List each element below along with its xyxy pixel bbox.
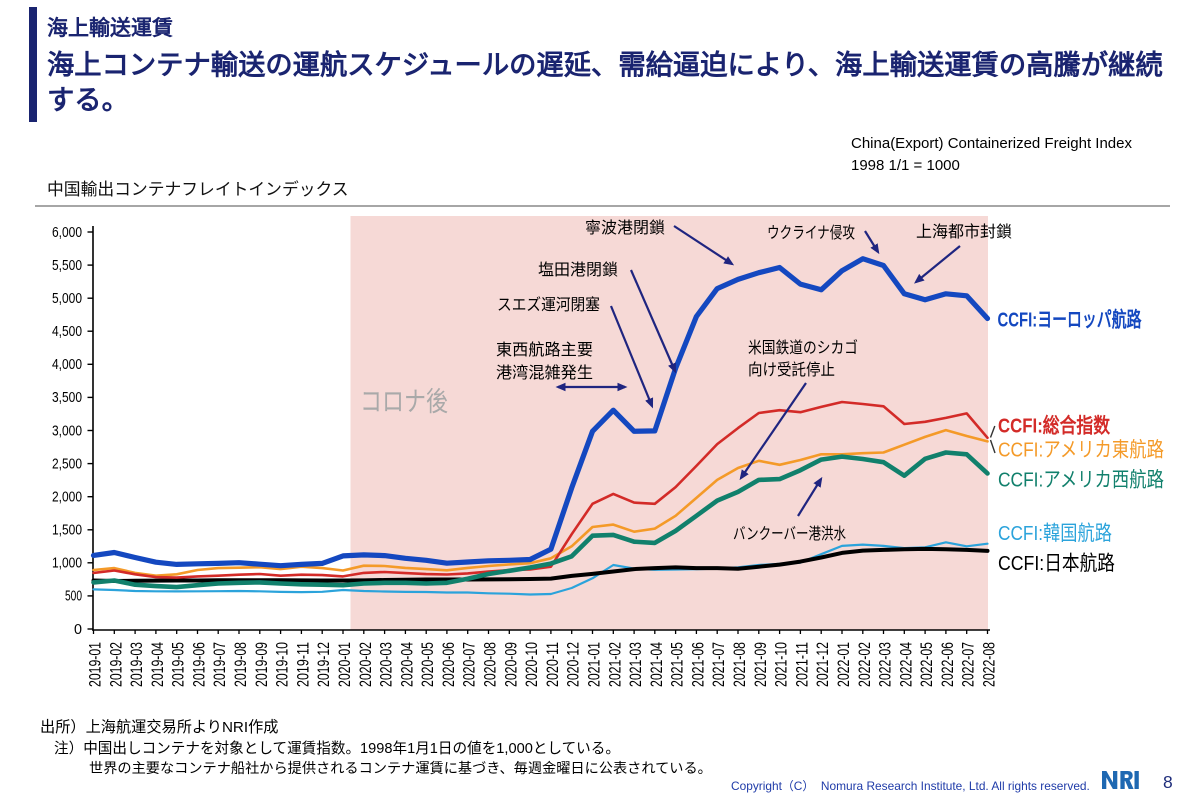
- svg-text:2020-09: 2020-09: [501, 642, 520, 687]
- svg-text:5,000: 5,000: [52, 291, 82, 307]
- svg-text:コロナ後: コロナ後: [360, 387, 448, 417]
- svg-text:2019-10: 2019-10: [273, 642, 292, 687]
- svg-text:塩田港閉鎖: 塩田港閉鎖: [538, 261, 618, 279]
- svg-text:1,000: 1,000: [52, 556, 82, 572]
- svg-text:2020-08: 2020-08: [481, 642, 500, 687]
- svg-text:2020-02: 2020-02: [356, 642, 375, 687]
- svg-text:500: 500: [65, 589, 82, 605]
- svg-text:2019-12: 2019-12: [314, 642, 333, 687]
- svg-text:2021-01: 2021-01: [585, 642, 604, 687]
- svg-text:2021-12: 2021-12: [813, 642, 832, 687]
- svg-text:4,500: 4,500: [52, 324, 82, 340]
- svg-text:2022-02: 2022-02: [855, 642, 874, 687]
- svg-text:2021-08: 2021-08: [730, 642, 749, 687]
- svg-text:2019-09: 2019-09: [252, 642, 271, 687]
- svg-text:2021-05: 2021-05: [668, 642, 687, 687]
- svg-text:2020-07: 2020-07: [460, 642, 479, 687]
- svg-text:2020-06: 2020-06: [439, 642, 458, 687]
- svg-text:2022-01: 2022-01: [834, 642, 853, 687]
- svg-text:2019-05: 2019-05: [169, 642, 188, 687]
- svg-text:2021-04: 2021-04: [647, 642, 666, 687]
- svg-text:上海都市封鎖: 上海都市封鎖: [916, 223, 1012, 241]
- svg-text:2022-04: 2022-04: [896, 642, 915, 687]
- svg-text:東西航路主要: 東西航路主要: [496, 341, 593, 359]
- svg-text:ウクライナ侵攻: ウクライナ侵攻: [767, 224, 855, 242]
- svg-text:CCFI:韓国航路: CCFI:韓国航路: [998, 522, 1112, 545]
- svg-text:2021-11: 2021-11: [792, 642, 811, 687]
- svg-text:3,500: 3,500: [52, 390, 82, 406]
- svg-text:5,500: 5,500: [52, 258, 82, 274]
- svg-text:米国鉄道のシカゴ: 米国鉄道のシカゴ: [748, 338, 858, 357]
- svg-text:3,000: 3,000: [52, 423, 82, 439]
- svg-text:CCFI:総合指数: CCFI:総合指数: [998, 414, 1110, 438]
- svg-text:CCFI:ヨーロッパ航路: CCFI:ヨーロッパ航路: [998, 308, 1142, 332]
- svg-text:2021-10: 2021-10: [772, 642, 791, 687]
- svg-text:2021-06: 2021-06: [688, 642, 707, 687]
- svg-text:2022-03: 2022-03: [876, 642, 895, 687]
- svg-text:2021-02: 2021-02: [605, 642, 624, 687]
- svg-text:CCFI:アメリカ東航路: CCFI:アメリカ東航路: [998, 439, 1164, 462]
- svg-text:スエズ運河閉塞: スエズ運河閉塞: [497, 296, 600, 314]
- svg-text:寧波港閉鎖: 寧波港閉鎖: [585, 219, 665, 237]
- svg-text:6,000: 6,000: [52, 225, 82, 241]
- svg-text:2022-06: 2022-06: [938, 642, 957, 687]
- svg-text:2020-04: 2020-04: [397, 642, 416, 687]
- svg-text:港湾混雑発生: 港湾混雑発生: [496, 364, 593, 382]
- svg-text:2,500: 2,500: [52, 456, 82, 472]
- svg-text:2020-01: 2020-01: [335, 642, 354, 687]
- svg-text:2020-12: 2020-12: [564, 642, 583, 687]
- svg-text:2022-07: 2022-07: [959, 642, 978, 687]
- svg-text:2019-03: 2019-03: [127, 642, 146, 687]
- svg-text:2019-04: 2019-04: [148, 642, 167, 687]
- svg-text:0: 0: [74, 622, 82, 638]
- svg-text:2020-10: 2020-10: [522, 642, 541, 687]
- svg-text:2020-05: 2020-05: [418, 642, 437, 687]
- svg-text:CCFI:日本航路: CCFI:日本航路: [998, 552, 1115, 575]
- svg-text:2021-03: 2021-03: [626, 642, 645, 687]
- svg-text:2019-08: 2019-08: [231, 642, 250, 687]
- svg-text:1,500: 1,500: [52, 523, 82, 539]
- svg-text:2020-03: 2020-03: [377, 642, 396, 687]
- svg-text:2021-07: 2021-07: [709, 642, 728, 687]
- svg-text:2022-05: 2022-05: [917, 642, 936, 687]
- svg-text:2019-07: 2019-07: [210, 642, 229, 687]
- svg-text:2019-11: 2019-11: [293, 642, 312, 687]
- svg-text:2021-09: 2021-09: [751, 642, 770, 687]
- svg-text:2020-11: 2020-11: [543, 642, 562, 687]
- svg-text:2019-06: 2019-06: [190, 642, 209, 687]
- svg-text:2022-08: 2022-08: [980, 642, 999, 687]
- svg-text:向け受託停止: 向け受託停止: [748, 361, 835, 379]
- svg-text:2019-01: 2019-01: [86, 642, 105, 687]
- svg-text:2,000: 2,000: [52, 490, 82, 506]
- svg-text:4,000: 4,000: [52, 357, 82, 373]
- svg-text:CCFI:アメリカ西航路: CCFI:アメリカ西航路: [998, 469, 1164, 492]
- svg-text:バンクーバー港洪水: バンクーバー港洪水: [733, 525, 846, 543]
- svg-text:2019-02: 2019-02: [106, 642, 125, 687]
